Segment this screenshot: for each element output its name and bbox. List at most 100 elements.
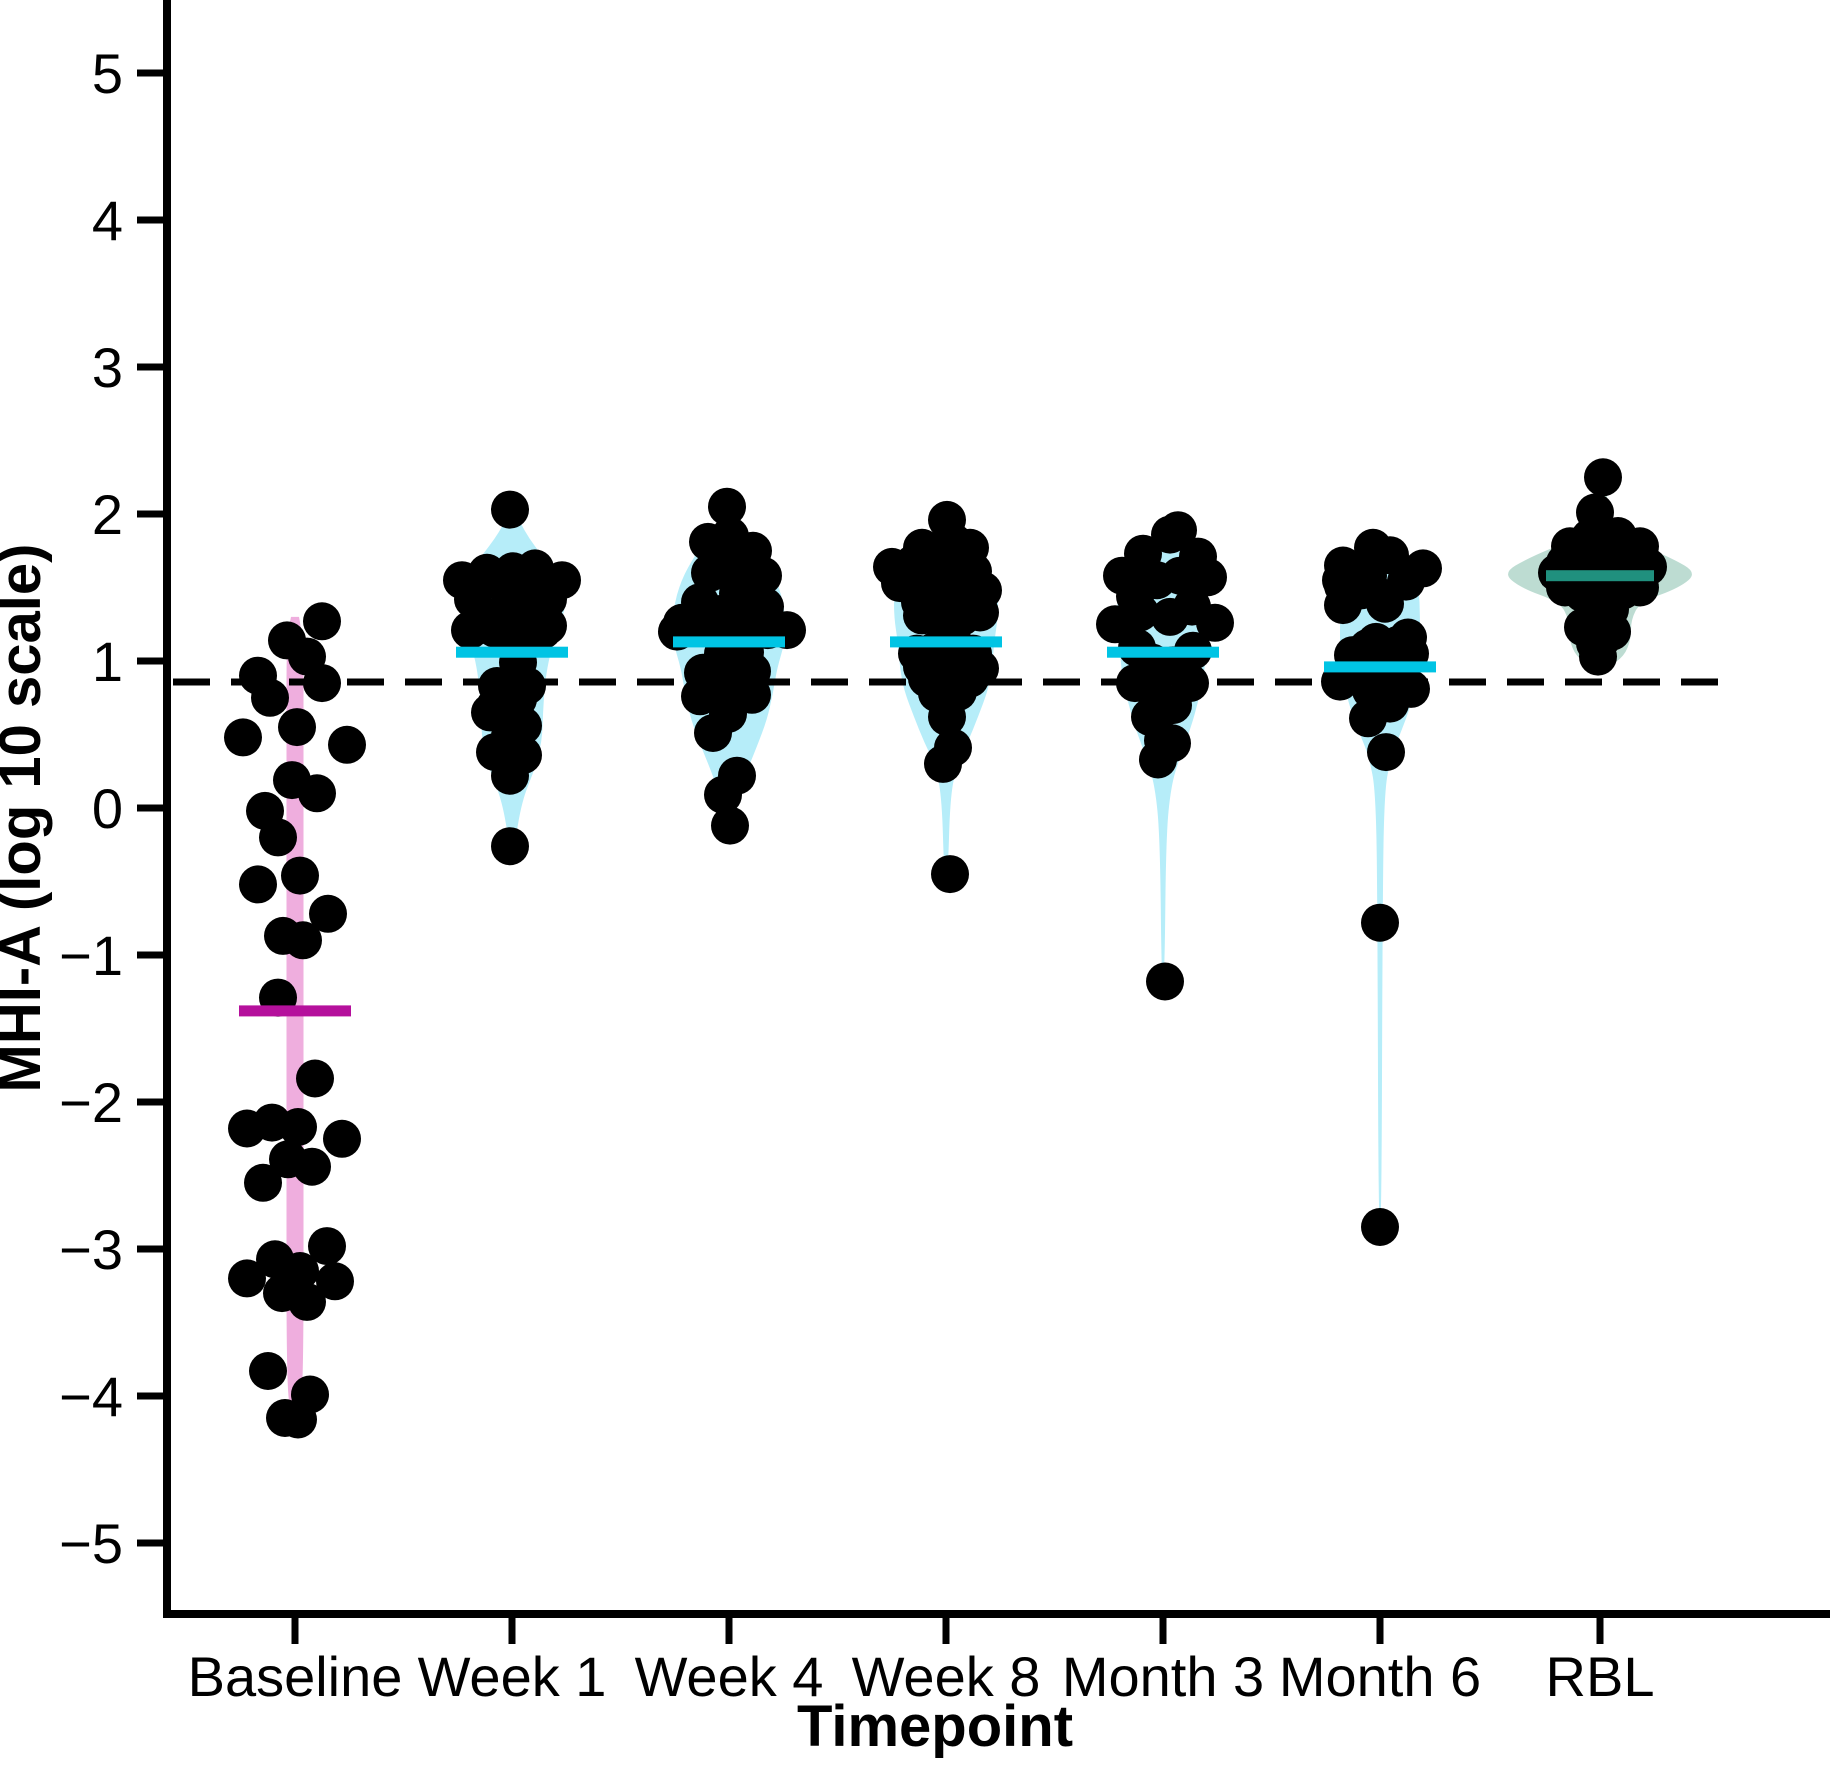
data-point xyxy=(1361,1208,1399,1246)
data-point xyxy=(293,1147,331,1186)
data-point xyxy=(278,708,316,747)
data-point xyxy=(928,697,966,736)
median-bar-month-3 xyxy=(1107,646,1219,658)
data-point xyxy=(1196,603,1234,642)
data-point xyxy=(316,1262,354,1301)
data-point xyxy=(708,487,746,526)
data-point xyxy=(694,714,732,752)
median-bar-week-8 xyxy=(890,636,1002,648)
y-tick-label: 0 xyxy=(92,777,123,840)
x-tick-label: Baseline xyxy=(188,1645,403,1708)
y-tick-label: 5 xyxy=(92,42,123,105)
data-point xyxy=(328,725,366,764)
y-tick-label: −1 xyxy=(59,924,123,987)
median-bar-baseline xyxy=(239,1005,351,1017)
y-tick-mark xyxy=(137,951,163,959)
data-point xyxy=(308,1227,346,1266)
data-point xyxy=(1584,458,1622,497)
y-tick-mark xyxy=(137,657,163,665)
y-tick-mark xyxy=(137,1539,163,1547)
data-point xyxy=(924,744,962,783)
data-point xyxy=(1161,556,1199,595)
y-tick-label: 2 xyxy=(92,483,123,546)
y-tick-label: 1 xyxy=(92,630,123,693)
x-axis-spine xyxy=(163,1610,1830,1618)
data-point xyxy=(298,774,336,813)
x-axis-title: Timepoint xyxy=(797,1694,1073,1759)
y-tick-label: 3 xyxy=(92,336,123,399)
median-bars xyxy=(239,566,1658,1017)
x-tick-label: Month 3 xyxy=(1062,1645,1264,1708)
data-point xyxy=(1361,903,1399,942)
x-tick-label: Week 1 xyxy=(418,1645,607,1708)
data-point xyxy=(704,775,742,814)
data-point xyxy=(284,921,322,960)
y-tick-label: −4 xyxy=(59,1365,123,1428)
data-point xyxy=(224,718,262,757)
data-point xyxy=(249,1352,287,1390)
data-point xyxy=(491,756,529,795)
x-tick-mark xyxy=(942,1618,950,1644)
y-tick-mark xyxy=(137,1245,163,1253)
x-tick-label: RBL xyxy=(1546,1645,1655,1708)
data-point xyxy=(1349,699,1387,738)
data-point xyxy=(1324,586,1362,625)
x-axis-ticks: Baseline Week 1 Week 4 Week 8 Month 3 Month 6… xyxy=(188,1618,1655,1708)
data-point xyxy=(244,1163,282,1202)
y-axis-title: MHI-A (log 10 scale) xyxy=(0,544,53,1093)
x-tick-mark xyxy=(1596,1618,1604,1644)
data-point xyxy=(1366,584,1404,623)
y-tick-mark xyxy=(137,216,163,224)
data-point xyxy=(1151,597,1189,636)
data-point xyxy=(251,678,289,717)
y-tick-mark xyxy=(137,363,163,371)
y-tick-label: −5 xyxy=(59,1512,123,1575)
data-points xyxy=(224,458,1667,1439)
points-week-8 xyxy=(873,500,1002,894)
y-tick-label: −2 xyxy=(59,1071,123,1134)
data-point xyxy=(451,611,489,650)
data-point xyxy=(491,827,529,866)
y-tick-label: −3 xyxy=(59,1218,123,1281)
data-point xyxy=(323,1119,361,1158)
data-point xyxy=(239,865,277,904)
data-point xyxy=(281,856,319,895)
violin-baseline xyxy=(286,616,304,1417)
median-bar-week-4 xyxy=(673,636,785,648)
x-tick-label: Month 6 xyxy=(1279,1645,1481,1708)
y-tick-mark xyxy=(137,804,163,812)
data-point xyxy=(279,1400,317,1439)
data-point xyxy=(524,611,562,650)
median-bar-month-6 xyxy=(1324,661,1436,673)
y-axis-ticks: 5 4 3 2 1 0 −1 −2 −3 −4 −5 xyxy=(59,42,163,1575)
data-point xyxy=(259,818,297,857)
data-point xyxy=(1159,511,1197,550)
y-tick-label: 4 xyxy=(92,189,123,252)
data-point xyxy=(288,1282,326,1321)
data-point xyxy=(279,1108,317,1146)
y-tick-mark xyxy=(137,69,163,77)
data-point xyxy=(491,490,529,529)
data-point xyxy=(1367,733,1405,772)
data-point xyxy=(309,894,347,933)
data-point xyxy=(1146,962,1184,1001)
data-point xyxy=(1579,637,1617,676)
y-tick-mark xyxy=(137,1392,163,1400)
x-tick-mark xyxy=(1159,1618,1167,1644)
y-tick-mark xyxy=(137,1098,163,1106)
data-point xyxy=(303,664,341,703)
data-point xyxy=(961,593,999,632)
data-point xyxy=(303,602,341,641)
data-point xyxy=(1189,558,1227,597)
data-point xyxy=(1139,740,1177,779)
y-tick-mark xyxy=(137,510,163,518)
data-point xyxy=(228,1259,266,1298)
y-axis-spine xyxy=(163,0,171,1618)
x-tick-mark xyxy=(291,1618,299,1644)
median-bar-rbl xyxy=(1542,566,1658,586)
x-tick-mark xyxy=(508,1618,516,1644)
points-month-6 xyxy=(1321,528,1442,1246)
x-tick-label: Week 4 xyxy=(635,1645,824,1708)
